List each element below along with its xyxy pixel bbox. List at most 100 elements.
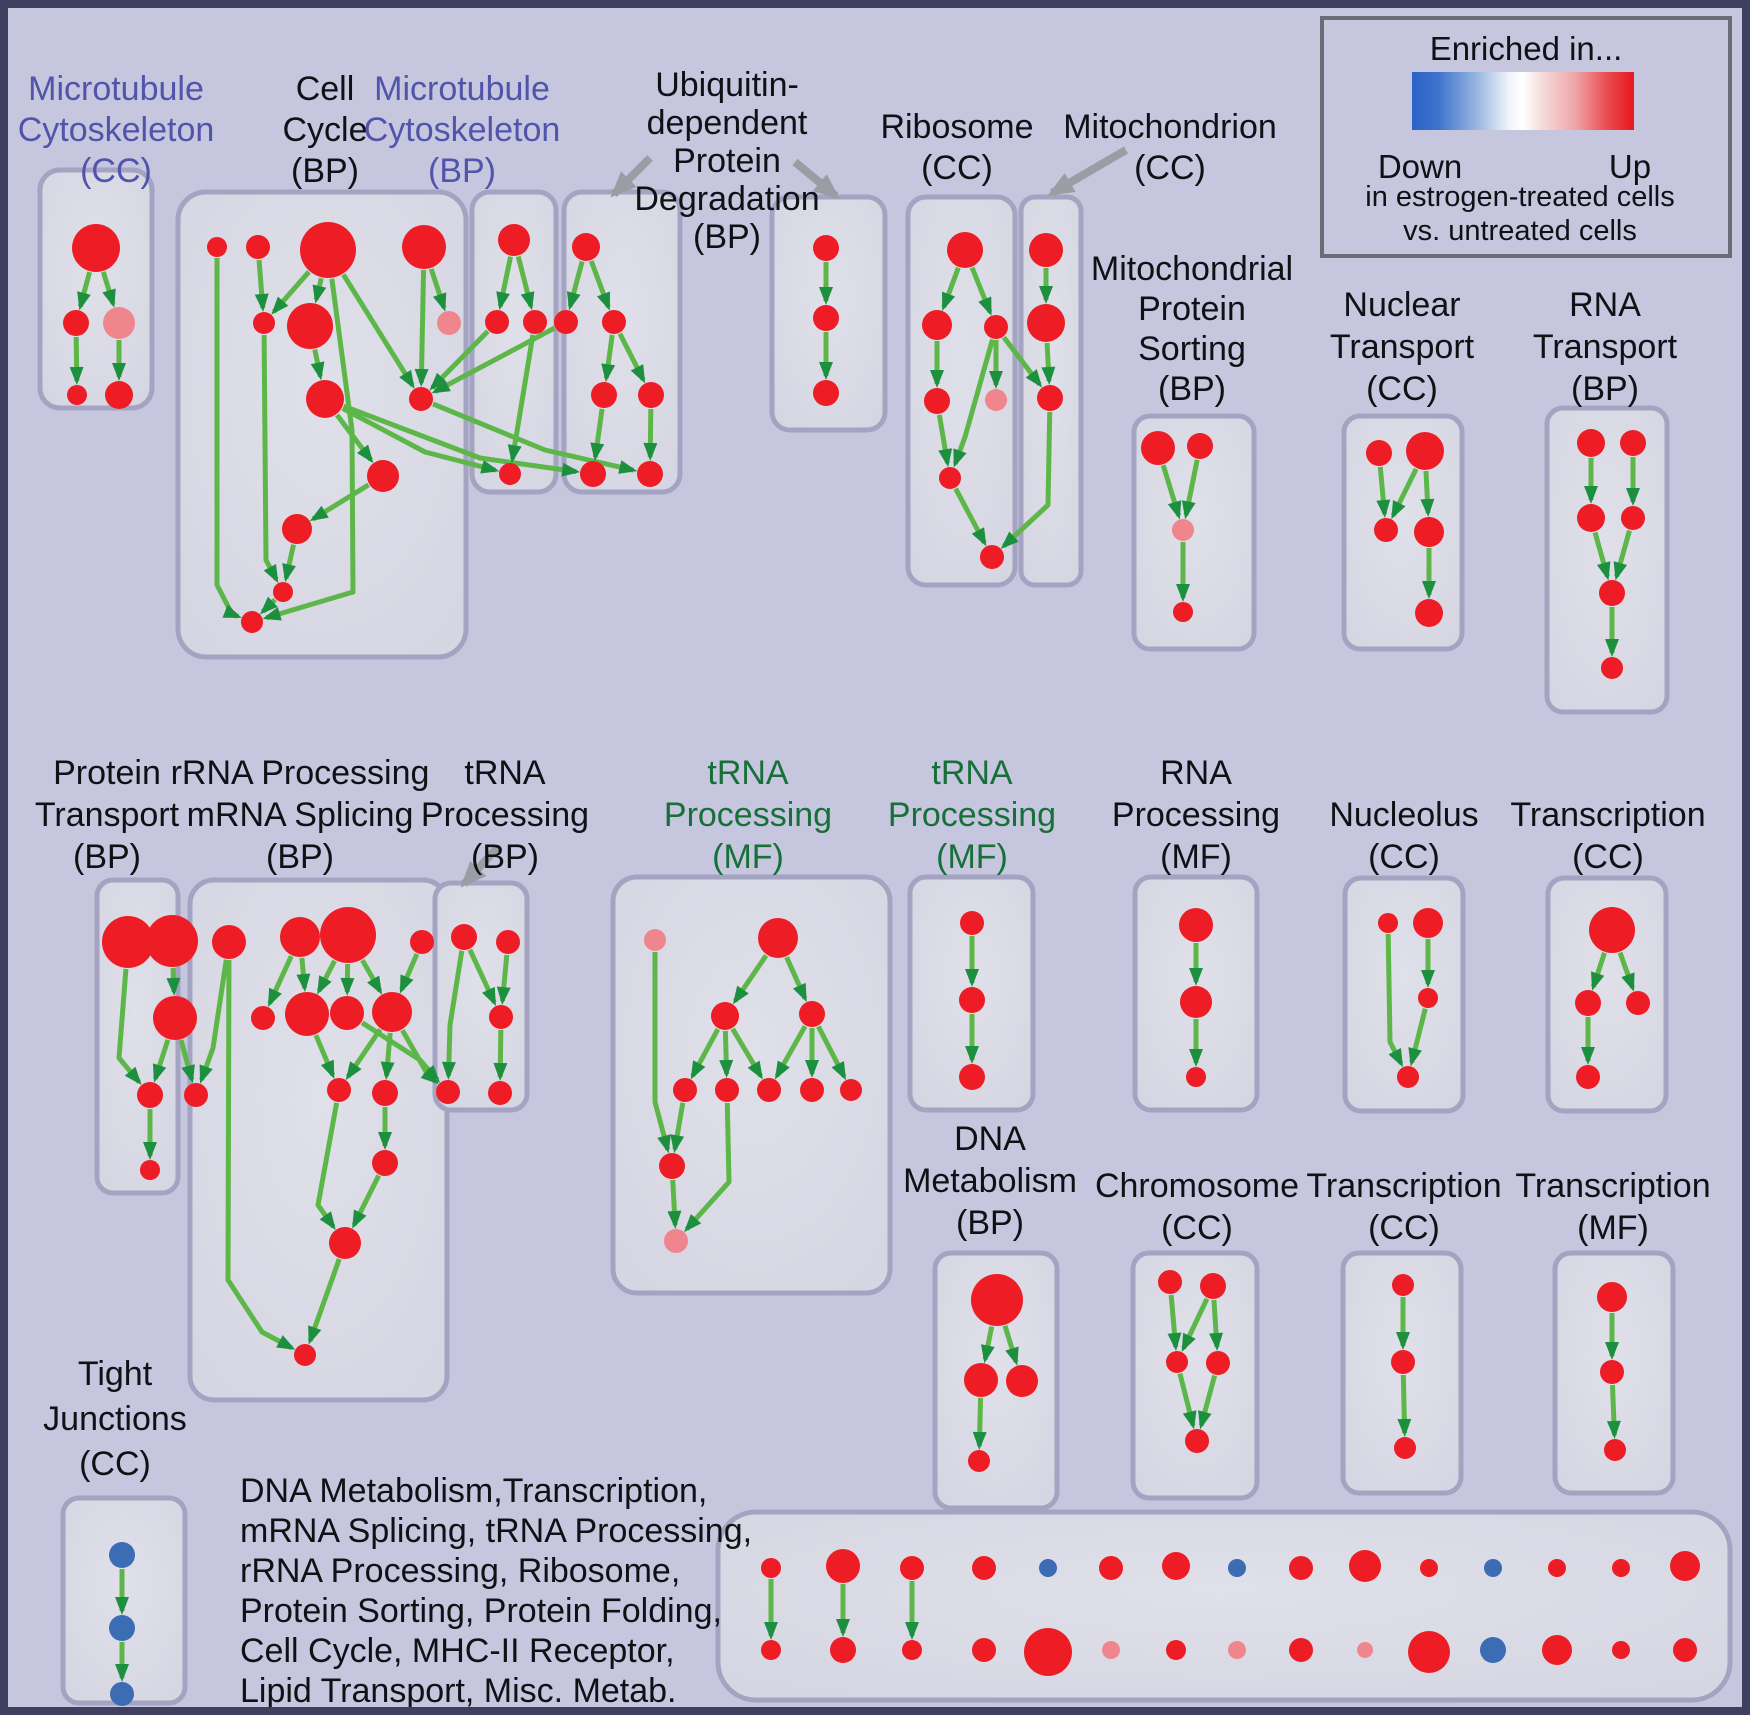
node-tf2-up bbox=[1600, 1360, 1624, 1384]
edge-tm6-to-tm11 bbox=[684, 1102, 732, 1233]
node-rmg-up bbox=[329, 1227, 361, 1259]
cluster-label-trna-mf-small: tRNA Processing (MF) bbox=[888, 754, 1056, 876]
edge-tb2-to-tb3 bbox=[496, 954, 511, 1006]
edge-tm2-to-tm3 bbox=[732, 953, 769, 1005]
node-rm2-up bbox=[285, 992, 329, 1036]
node-bt15-up bbox=[1670, 1551, 1700, 1581]
cluster-label-line: (CC) bbox=[1161, 1209, 1233, 1247]
node-bt7-up bbox=[1162, 1552, 1190, 1580]
cluster-label-line: Nucleolus bbox=[1329, 796, 1478, 834]
node-rt6-up bbox=[1601, 657, 1623, 679]
edge-ua5-to-ua7 bbox=[643, 408, 658, 462]
cluster-label-transcription-cc2: Transcription (CC) bbox=[1510, 796, 1705, 876]
node-ua4-up bbox=[591, 382, 617, 408]
cluster-label-nucleolus: Nucleolus (CC) bbox=[1329, 796, 1478, 876]
cluster-label-line: mRNA Splicing bbox=[187, 796, 414, 834]
cluster-label-line: Chromosome bbox=[1095, 1167, 1299, 1205]
node-t33-up bbox=[1394, 1437, 1416, 1459]
footer-line: mRNA Splicing, tRNA Processing, bbox=[240, 1512, 752, 1550]
cluster-label-line: Transport bbox=[1533, 328, 1678, 366]
node-bb6-weak-up bbox=[1102, 1641, 1120, 1659]
node-pt2-up bbox=[146, 915, 198, 967]
node-ms1-up bbox=[1141, 431, 1175, 465]
edge-cc8-to-ua6 bbox=[342, 403, 581, 477]
node-bt10-up bbox=[1349, 1550, 1381, 1582]
cluster-label-line: Protein bbox=[673, 142, 781, 180]
edge-rr1-to-pt5 bbox=[199, 959, 229, 1084]
cluster-label-line: rRNA Processing bbox=[171, 754, 430, 792]
node-tm11-weak-up bbox=[664, 1229, 688, 1253]
edge-cc9-to-ua7 bbox=[432, 401, 638, 474]
edge-tc1-to-tc2 bbox=[1590, 952, 1607, 991]
node-rt4-up bbox=[1621, 506, 1645, 530]
edge-rb4-to-rb6 bbox=[936, 414, 953, 468]
node-bt1-up bbox=[761, 1558, 781, 1578]
edge-cc3-to-cc5 bbox=[271, 270, 311, 315]
edge-tb1-to-tb4 bbox=[441, 950, 465, 1081]
node-bb4-up bbox=[972, 1638, 996, 1662]
node-nt5-up bbox=[1415, 599, 1443, 627]
cluster-label-line: Protein bbox=[53, 754, 161, 792]
edge-ua4-to-ua6 bbox=[590, 408, 605, 462]
cluster-label-line: (CC) bbox=[80, 152, 152, 190]
node-bb1-up bbox=[761, 1640, 781, 1660]
node-bt11-up bbox=[1420, 1559, 1438, 1577]
edge-tm1-to-tm10 bbox=[652, 952, 671, 1154]
node-bb15-up bbox=[1673, 1638, 1697, 1662]
edge-cc4-to-cc7 bbox=[428, 268, 447, 312]
cluster-label-line: Transport bbox=[1330, 328, 1475, 366]
edge-cc10-to-cc11 bbox=[309, 482, 370, 522]
edge-nu1-to-nu4 bbox=[1385, 933, 1404, 1068]
cluster-label-line: (BP) bbox=[956, 1204, 1024, 1242]
cluster-label-line: (CC) bbox=[1368, 838, 1440, 876]
edge-pt3-to-pt4 bbox=[152, 1039, 171, 1083]
node-tb2-up bbox=[496, 930, 520, 954]
cluster-label-line: tRNA bbox=[707, 754, 789, 792]
node-cc1-up bbox=[207, 237, 227, 257]
edge-tf2-to-tf3 bbox=[1606, 1384, 1621, 1440]
node-mb1-up bbox=[498, 224, 530, 256]
cluster-label-line: (MF) bbox=[1160, 838, 1232, 876]
node-rm3-up bbox=[330, 996, 364, 1030]
node-bb3-up bbox=[902, 1640, 922, 1660]
node-tf3-up bbox=[1604, 1439, 1626, 1461]
edge-rr2-to-rm1 bbox=[267, 955, 294, 1008]
edge-rn5-to-rmg bbox=[351, 1174, 381, 1229]
node-pt4-up bbox=[137, 1082, 163, 1108]
node-tc1-up bbox=[1589, 907, 1635, 953]
node-ua1-up bbox=[572, 233, 600, 261]
node-rm4-up bbox=[372, 992, 412, 1032]
cluster-label-line: (CC) bbox=[1366, 370, 1438, 408]
cluster-label-line: (CC) bbox=[1368, 1209, 1440, 1247]
node-rl1-up bbox=[327, 1078, 351, 1102]
node-bb11-up bbox=[1408, 1631, 1450, 1673]
legend-up-label: Up bbox=[1609, 148, 1651, 185]
edge-pt3-to-pt5 bbox=[178, 1039, 195, 1084]
cluster-label-mps: Mitochondrial Protein Sorting (BP) bbox=[1091, 250, 1293, 408]
edge-ua3-to-ua4 bbox=[601, 334, 616, 383]
node-rb6-up bbox=[939, 467, 961, 489]
node-ts2-up bbox=[959, 987, 985, 1013]
cluster-label-line: (CC) bbox=[1134, 149, 1206, 187]
node-bt2-up bbox=[826, 1549, 860, 1583]
node-ms4-up bbox=[1173, 602, 1193, 622]
node-tf1-up bbox=[1597, 1282, 1627, 1312]
cluster-label-line: Tight bbox=[78, 1355, 153, 1393]
edge-cc12-to-cc13 bbox=[259, 596, 278, 615]
node-tm1-weak-up bbox=[644, 929, 666, 951]
edge-rr2-to-rm2 bbox=[296, 957, 311, 993]
node-tm8-up bbox=[800, 1078, 824, 1102]
cluster-label-line: (BP) bbox=[693, 218, 761, 256]
edge-mc1-to-mc3 bbox=[100, 271, 116, 308]
node-tm3-up bbox=[711, 1002, 739, 1030]
edge-ch4-to-ch5 bbox=[1198, 1374, 1218, 1430]
cluster-label-line: (BP) bbox=[266, 838, 334, 876]
edge-tm3-to-tm5 bbox=[690, 1028, 721, 1080]
node-tm2-up bbox=[758, 918, 798, 958]
cluster-label-line: DNA bbox=[954, 1120, 1026, 1158]
node-mc4-up bbox=[67, 385, 87, 405]
edge-mt3-to-rb7 bbox=[1000, 411, 1053, 549]
node-nu1-up bbox=[1378, 913, 1398, 933]
node-rb4-up bbox=[924, 388, 950, 414]
